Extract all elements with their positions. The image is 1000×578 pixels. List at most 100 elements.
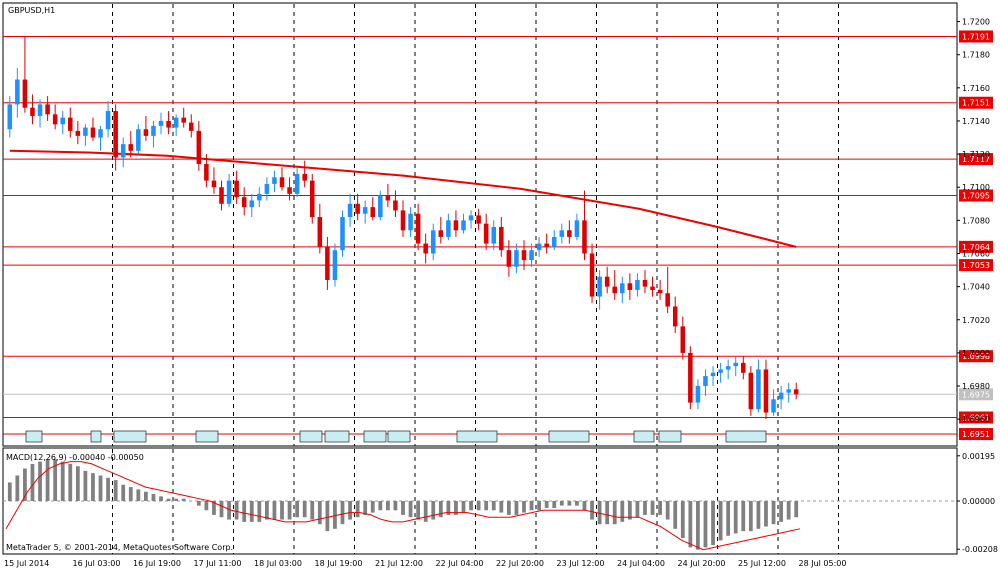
price-tick-label: 1.7180 — [962, 51, 990, 60]
price-tick-label: 1.7100 — [962, 183, 990, 192]
candle-body — [15, 79, 20, 105]
candle-body — [83, 127, 88, 136]
candle-body — [158, 120, 164, 126]
trade-label-box — [548, 430, 590, 443]
candle-body — [219, 187, 224, 204]
trade-label-box — [90, 430, 102, 443]
candles — [7, 36, 799, 420]
candle-body — [347, 203, 353, 218]
candle-body — [264, 183, 270, 194]
candle-body — [680, 326, 686, 353]
price-tick-label: 1.7020 — [962, 316, 990, 325]
level-label: 1.7064 — [962, 243, 990, 252]
candle-body — [582, 220, 587, 254]
candle-body — [499, 226, 504, 251]
candle-body — [30, 107, 35, 116]
macd-label: MACD(12,26,9) -0.00040 -0.00050 — [6, 453, 144, 462]
candle-body — [362, 207, 368, 214]
candle-body — [778, 392, 784, 400]
candle-body — [204, 164, 209, 181]
candle-body — [703, 376, 708, 387]
candle-body — [181, 117, 186, 123]
candle-body — [393, 200, 398, 211]
candle-body — [461, 220, 466, 231]
candle-body — [529, 250, 534, 261]
level-label: 1.7117 — [962, 155, 990, 164]
time-axis: 15 Jul 2014 16 Jul 03:00 16 Jul 19:00 17 Ju… — [4, 559, 846, 568]
price-tick-label: 1.7160 — [962, 84, 990, 93]
candle-body — [257, 193, 262, 201]
trade-label-box — [324, 430, 350, 443]
current-price-tag — [959, 388, 993, 401]
candle-body — [120, 144, 126, 158]
candle-body — [536, 243, 542, 251]
time-label: 18 Jul 03:00 — [254, 559, 302, 568]
candle-body — [559, 230, 565, 237]
price-tick-label: 1.7140 — [962, 117, 990, 126]
candle-body — [642, 279, 648, 287]
candle-body — [635, 279, 640, 290]
candle-body — [294, 173, 300, 194]
trade-label-box — [25, 430, 43, 443]
candle-body — [695, 386, 701, 403]
candle-body — [430, 230, 436, 254]
candle-body — [272, 177, 277, 184]
candle-body — [226, 180, 232, 204]
candle-body — [45, 104, 50, 115]
candle-body — [771, 399, 776, 413]
level-tag — [959, 259, 993, 272]
candle-body — [309, 180, 315, 218]
price-tick-label: 1.7120 — [962, 150, 990, 159]
price-tick-label: 1.7040 — [962, 283, 990, 292]
level-label: 1.7095 — [962, 192, 990, 201]
candle-body — [491, 226, 497, 244]
macd-pane: 0.00195 0.00000 -0.00208 — [3, 452, 998, 554]
level-tag — [959, 411, 993, 424]
macd-signal-line — [5, 461, 801, 551]
level-tag — [959, 96, 993, 109]
candle-body — [438, 230, 444, 237]
price-tick-label: 1.6980 — [962, 382, 990, 391]
candle-body — [423, 243, 428, 254]
candle-body — [544, 243, 549, 247]
candle-body — [793, 389, 799, 395]
price-tick-label: 1.7000 — [962, 349, 990, 358]
candle-body — [75, 130, 81, 136]
candle-body — [60, 117, 65, 125]
trade-label-box — [633, 430, 655, 443]
level-label: 1.6998 — [962, 352, 990, 361]
moving-average — [9, 149, 797, 248]
level-label: 1.6951 — [962, 430, 990, 439]
time-label: 23 Jul 12:00 — [557, 559, 605, 568]
current-price-label: 1.6975 — [962, 390, 990, 399]
candle-body — [725, 366, 731, 370]
price-tick-label: 1.6960 — [962, 415, 990, 424]
candle-body — [196, 130, 202, 165]
candle-body — [718, 369, 723, 373]
candle-body — [597, 276, 602, 297]
candle-body — [68, 117, 73, 131]
candle-body — [514, 250, 519, 267]
trade-label-box — [387, 430, 411, 443]
candle-body — [90, 127, 96, 138]
candle-body — [672, 306, 678, 327]
trade-label-box — [658, 430, 682, 443]
level-tag — [959, 240, 993, 253]
candle-body — [763, 369, 769, 413]
time-label: 21 Jul 12:00 — [375, 559, 423, 568]
candle-body — [302, 173, 307, 181]
level-tag — [959, 153, 993, 166]
time-label: 17 Jul 11:00 — [194, 559, 242, 568]
trade-label-box — [725, 430, 767, 443]
level-tag — [959, 30, 993, 43]
candle-body — [355, 203, 360, 214]
candle-body — [113, 111, 118, 158]
price-tick-label: 1.7080 — [962, 216, 990, 225]
level-label: 1.7151 — [962, 99, 990, 108]
candle-body — [733, 362, 738, 367]
candle-body — [317, 217, 323, 247]
candle-body — [37, 104, 43, 116]
candle-body — [748, 372, 754, 410]
